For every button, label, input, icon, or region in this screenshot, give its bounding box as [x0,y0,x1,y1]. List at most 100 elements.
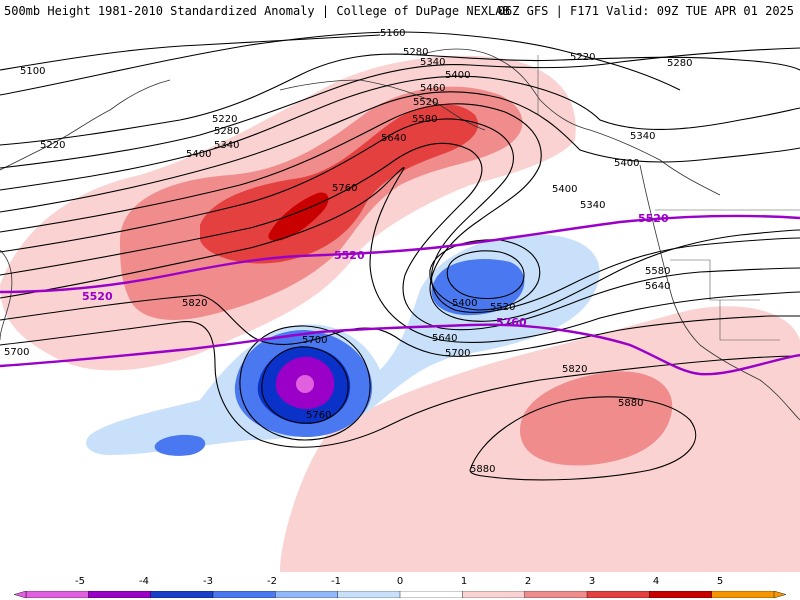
anomaly-shading [0,55,800,572]
anomaly-minus2-small [154,434,206,456]
label-5700: 5700 [4,347,29,358]
label-5880-b: 5880 [470,464,495,475]
asia-coastline [0,79,171,341]
label-5160: 5160 [380,28,405,39]
label-5340-c: 5340 [630,131,655,142]
anomaly-plus3-ridge [200,104,479,264]
map-panel: 5100 5160 5220 5220 5220 5280 5280 5280 … [0,22,800,572]
height-contours [0,31,800,481]
contour-5340 [0,75,800,191]
label-5340-b: 5340 [214,140,239,151]
colorbar-tick-m4: -4 [139,576,149,587]
label-5220-c: 5220 [570,52,595,63]
label-5580-b: 5580 [645,266,670,277]
north-america-coastline [639,164,800,421]
colorbar-tick-4: 4 [652,576,660,587]
label-5100: 5100 [20,66,45,77]
label-5400: 5400 [445,70,470,81]
contour-5100 [0,34,381,71]
contour-5160 [0,31,681,96]
anomaly-plus4-core [268,192,329,241]
label-5820: 5820 [182,298,207,309]
colorbar-tick-m3: -3 [203,576,213,587]
anomaly-plus2-subtropical [520,371,673,466]
colorbar-segment [337,591,401,598]
label-5400-e: 5400 [452,298,477,309]
clim-contour-5760 [0,323,800,376]
colorbar-tick-1: 1 [460,576,468,587]
label-5640: 5640 [381,133,406,144]
clim-label-5520: 5520 [82,290,113,303]
label-5700-b: 5700 [302,335,327,346]
colorbar-segment [212,591,277,598]
contour-5880 [469,396,697,481]
clim-contour-5520 [0,214,800,294]
label-5400-b: 5400 [186,149,211,160]
contour-5220 [0,53,800,146]
contour-5640 [0,167,800,343]
borders [537,55,800,341]
label-5400-d: 5400 [552,184,577,195]
colorbar-segment [649,591,713,598]
contour-5280 [0,47,800,169]
colorbar-min-arrow [14,591,27,598]
label-5880: 5880 [618,398,643,409]
colorbar-tick-3: 3 [588,576,596,587]
coastlines [0,48,800,421]
colorbar-tick-m5: -5 [75,576,85,587]
label-5520: 5520 [413,97,438,108]
clim-label-5520-b: 5520 [334,249,365,262]
contour-5760-low [239,325,371,441]
clim-label-5520-c: 5520 [638,212,669,225]
map-header: 500mb Height 1981-2010 Standardized Anom… [0,0,800,22]
clim-label-5760: 5760 [496,316,527,329]
colorbar-segment [25,591,90,598]
contour-5460 [0,103,800,322]
colorbar-tick-m1: -1 [331,576,341,587]
colorbar-tick-2: 2 [524,576,532,587]
label-5820-b: 5820 [562,364,587,375]
colorbar-segment [586,591,651,598]
anomaly-minus5-core [296,375,314,393]
alaska-coastline [419,48,721,196]
label-5340: 5340 [420,57,445,68]
label-5760: 5760 [332,183,357,194]
anomaly-minus2-trough [431,259,525,316]
colorbar-segment [88,591,152,598]
colorbar-gradient [14,591,786,598]
label-5280-b: 5280 [214,126,239,137]
colorbar-tick-m2: -2 [267,576,277,587]
model-run-info: 06Z GFS | F171 Valid: 09Z TUE APR 01 202… [497,4,794,18]
label-5220-b: 5220 [212,114,237,125]
label-5580: 5580 [412,114,437,125]
label-5400-c: 5400 [614,158,639,169]
colorbar-segment [462,591,526,598]
colorbar-tick-0: 0 [396,576,404,587]
label-5760-b: 5760 [306,410,331,421]
label-5700-c: 5700 [445,348,470,359]
contour-5520 [0,118,800,313]
label-5280: 5280 [403,47,428,58]
contour-5580 [0,142,800,331]
label-5280-c: 5280 [667,58,692,69]
label-5640-b: 5640 [645,281,670,292]
contour-cutoff-5340 [446,250,525,300]
label-5220: 5220 [40,140,65,151]
colorbar-segment [524,591,588,598]
label-5640-c: 5640 [432,333,457,344]
colorbar-segment [711,591,775,598]
aleutian-coastline [279,79,486,131]
label-5520-b: 5520 [490,302,515,313]
map-title: 500mb Height 1981-2010 Standardized Anom… [4,4,510,18]
climatology-contours [0,214,800,376]
colorbar-max-arrow [773,591,786,598]
weather-map: 5100 5160 5220 5220 5220 5280 5280 5280 … [0,28,800,572]
colorbar-segment [150,591,214,598]
colorbar-segment [399,591,464,598]
anomaly-colorbar: -5 -4 -3 -2 -1 0 1 2 3 4 5 [0,572,800,600]
colorbar-segment [275,591,339,598]
label-5460: 5460 [420,83,445,94]
colorbar-tick-5: 5 [716,576,724,587]
label-5340-d: 5340 [580,200,605,211]
contour-5760-inner [261,346,349,424]
